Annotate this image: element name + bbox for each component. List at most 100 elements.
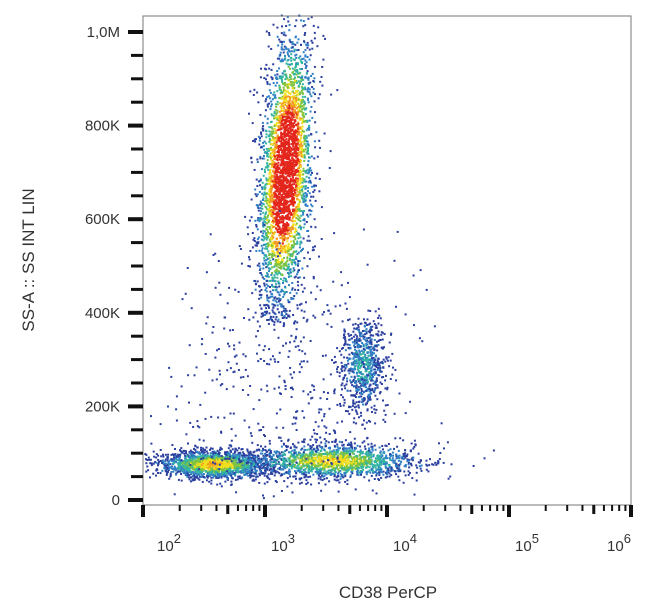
event-dot [277,147,280,150]
event-dot [284,210,287,213]
event-dot [298,118,301,121]
event-dot [256,91,259,94]
event-dot [153,455,156,458]
event-dot [187,476,190,479]
event-dot [346,359,349,362]
event-dot [268,190,271,193]
event-dot [307,168,310,171]
event-dot [284,84,287,87]
event-dot [290,113,292,116]
event-dot [267,263,270,266]
event-dot [376,369,379,372]
event-dot [188,470,191,473]
event-dot [258,285,260,288]
event-dot [233,452,236,455]
event-dot [348,353,351,356]
event-dot [249,265,251,268]
event-dot [354,346,356,348]
event-dot [355,359,358,362]
event-dot [281,105,283,108]
event-dot [244,454,247,457]
event-dot [285,268,288,271]
event-dot [281,174,284,177]
event-dot [289,50,291,53]
event-dot [257,236,260,239]
event-dot [290,188,293,191]
event-dot [379,317,382,320]
event-dot [300,226,302,229]
event-dot [220,467,223,470]
event-dot [312,87,315,90]
event-dot [362,379,365,382]
event-dot [296,69,299,71]
event-dot [286,196,289,199]
event-dot [278,196,281,199]
event-dot [300,105,303,107]
event-dot [374,310,377,313]
event-dot [370,406,373,409]
event-dot [293,199,296,202]
event-dot [277,250,279,253]
event-dot [307,98,309,101]
event-dot [320,238,323,240]
event-dot [276,168,279,171]
event-dot [308,192,311,195]
event-dot [287,263,290,266]
event-dot [276,100,279,103]
event-dot [268,83,271,86]
event-dot [376,359,379,362]
event-dot [272,250,275,253]
event-dot [370,329,373,332]
event-dot [261,312,264,315]
event-dot [280,313,283,316]
event-dot [283,166,286,169]
event-dot [287,100,290,103]
event-dot [277,150,280,152]
event-dot [250,161,253,164]
event-dot [382,358,385,361]
event-dot [291,43,294,46]
event-dot [199,453,201,456]
event-dot [314,121,317,124]
event-dot [289,96,291,99]
event-dot [317,26,320,29]
event-dot [285,93,287,96]
event-dot [272,311,275,314]
event-dot [281,185,284,188]
event-dot [388,365,391,368]
event-dot [288,107,291,110]
event-dot [313,77,316,80]
event-dot [256,475,259,478]
event-dot [354,376,356,379]
event-dot [263,282,266,285]
event-dot [283,119,286,122]
event-dot [376,334,379,337]
event-dot [300,100,303,103]
event-dot [288,315,291,318]
event-dot [244,471,247,474]
event-dot [358,367,361,370]
event-dot [285,244,288,247]
event-dot [358,362,361,364]
event-dot [297,97,300,100]
event-dot [310,75,313,77]
event-dot [304,75,307,78]
event-dot [229,449,232,452]
event-dot [284,97,286,100]
event-dot [363,440,366,443]
event-dot [308,48,311,51]
event-dot [265,133,268,136]
event-dot [285,121,288,124]
event-dot [362,400,365,403]
event-dot [307,172,310,175]
event-dot [282,156,285,158]
event-dot [344,338,347,341]
event-dot [268,212,271,214]
event-dot [289,173,292,176]
event-dot [267,231,269,234]
event-dot [287,200,290,203]
event-dot [279,254,282,257]
event-dot [266,272,268,275]
event-dot [353,360,356,363]
event-dot [297,202,300,205]
